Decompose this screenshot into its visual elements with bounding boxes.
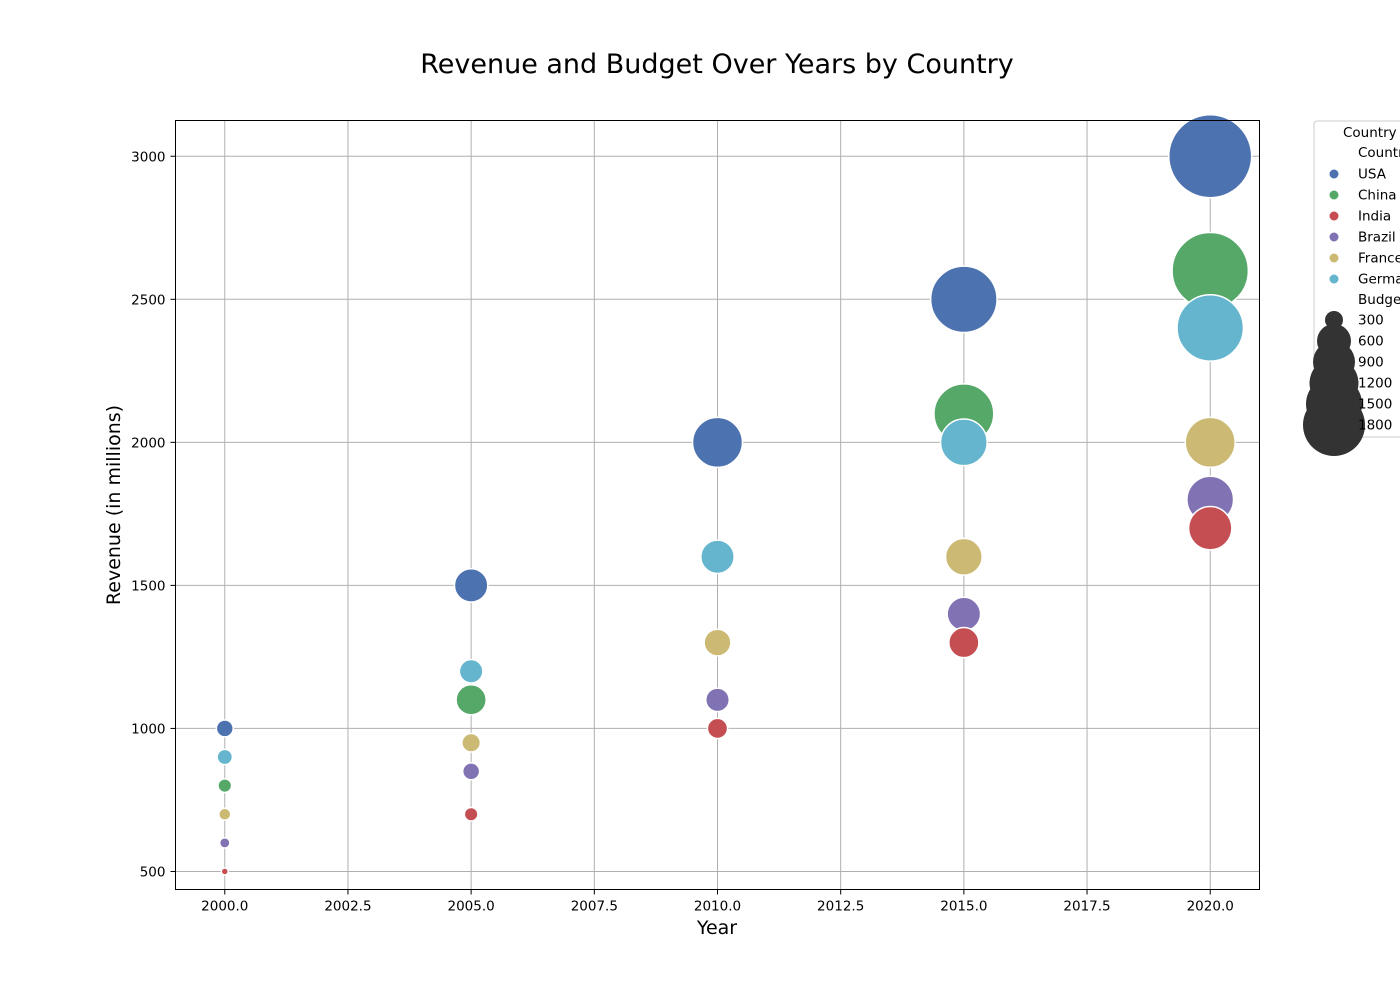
- legend-marker-usa: [1329, 169, 1339, 179]
- y-tick-label: 2000: [131, 435, 165, 451]
- bubble-usa-2020: [1168, 114, 1253, 199]
- legend-hue-header: Country: [1358, 145, 1400, 161]
- bubble-india-2010: [706, 717, 729, 740]
- legend-label-germany: Germany: [1358, 272, 1400, 288]
- bubble-france-2010: [703, 628, 732, 657]
- legend-marker-france: [1329, 253, 1339, 263]
- x-tick-label: 2020.0: [1187, 899, 1234, 915]
- x-tick-label: 2005.0: [448, 899, 495, 915]
- y-tick-label: 1000: [131, 721, 165, 737]
- legend-label-brazil: Brazil: [1358, 230, 1396, 246]
- x-tick-label: 2010.0: [694, 899, 741, 915]
- legend-label-france: France: [1358, 251, 1400, 267]
- bubble-india-2005: [463, 806, 479, 822]
- bubble-brazil-2015: [946, 596, 982, 632]
- bubble-brazil-2005: [461, 762, 481, 781]
- bubble-india-2015: [948, 626, 980, 659]
- bubble-france-2015: [944, 537, 983, 576]
- bubble-germany-2005: [458, 658, 484, 684]
- grid-lines: [175, 120, 1260, 890]
- y-tick-label: 3000: [131, 149, 165, 165]
- x-tick-label: 2000.0: [201, 899, 248, 915]
- legend-title: Country: [1343, 125, 1397, 141]
- legend-label-india: India: [1358, 209, 1391, 225]
- chart-title: Revenue and Budget Over Years by Country: [420, 49, 1014, 80]
- legend-marker-china: [1329, 190, 1339, 200]
- x-tick-label: 2015.0: [940, 899, 987, 915]
- bubble-france-2020: [1184, 416, 1236, 469]
- x-tick-label: 2002.5: [324, 899, 371, 915]
- bubble-china-2005: [455, 684, 487, 716]
- bubble-usa-2000: [215, 719, 234, 738]
- legend-label-china: China: [1358, 188, 1397, 204]
- bubble-france-2000: [218, 807, 232, 821]
- y-tick-label: 1500: [131, 578, 165, 594]
- bubble-france-2005: [461, 732, 482, 753]
- legend-size-label: 1500: [1358, 397, 1392, 413]
- legend-marker-india: [1329, 211, 1339, 221]
- bubble-layer: [215, 114, 1253, 876]
- legend-size-label: 1200: [1358, 376, 1392, 392]
- legend-size-label: 600: [1358, 334, 1384, 350]
- bubble-germany-2010: [700, 539, 735, 575]
- bubble-usa-2010: [691, 416, 744, 469]
- legend-marker-germany: [1329, 274, 1339, 284]
- y-axis-label: Revenue (in millions): [103, 405, 125, 605]
- legend-marker-brazil: [1329, 232, 1339, 242]
- bubble-india-2020: [1187, 505, 1233, 551]
- legend-size-marker: [1325, 311, 1343, 329]
- legend-size-label: 900: [1358, 355, 1384, 371]
- y-tick-label: 500: [140, 864, 166, 880]
- legend-size-label: 1800: [1358, 418, 1392, 434]
- legend: Country Country USA China India Brazil France G…: [1303, 120, 1400, 456]
- legend-size-label: 300: [1358, 313, 1384, 329]
- x-axis-label: Year: [696, 917, 737, 939]
- bubble-brazil-2010: [705, 687, 730, 713]
- y-axis-ticks: 500 1000 1500 2000 2500 3000: [131, 149, 176, 880]
- bubble-germany-2015: [939, 418, 988, 467]
- legend-size-header: Budget: [1358, 292, 1400, 308]
- bubble-germany-2020: [1176, 293, 1245, 362]
- x-tick-label: 2017.5: [1063, 899, 1110, 915]
- legend-label-usa: USA: [1358, 167, 1387, 183]
- bubble-germany-2000: [216, 748, 234, 766]
- x-tick-label: 2012.5: [817, 899, 864, 915]
- bubble-brazil-2000: [218, 836, 231, 849]
- bubble-usa-2015: [929, 265, 998, 334]
- bubble-china-2000: [217, 778, 233, 794]
- bubble-india-2000: [220, 867, 230, 876]
- legend-size-marker: [1303, 394, 1365, 456]
- y-tick-label: 2500: [131, 292, 165, 308]
- x-tick-label: 2007.5: [571, 899, 618, 915]
- x-axis-ticks: 2000.0 2002.5 2005.0 2007.5 2010.0 2012.5 2015…: [201, 889, 1234, 915]
- bubble-usa-2005: [453, 567, 489, 603]
